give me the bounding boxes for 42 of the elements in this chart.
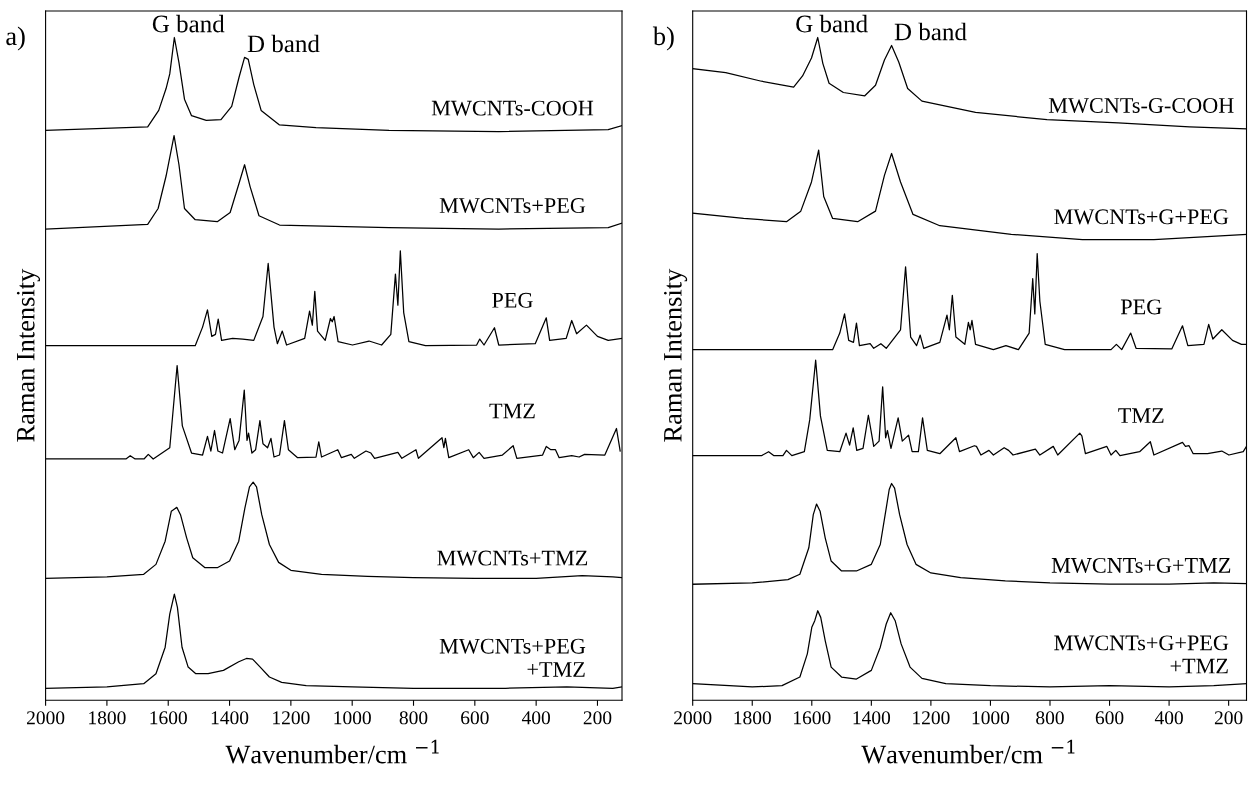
series-label: MWCNTs+G+PEG +TMZ [1054,635,1229,674]
x-tick-label: 1000 [972,711,1010,725]
x-tick-label: 1600 [150,711,187,725]
x-tick-label: 800 [399,711,428,725]
x-tick-label: 600 [1095,711,1124,725]
y-axis-title: Raman Intensity [16,268,41,442]
series-label: MWCNTs-COOH [431,100,594,116]
x-tick-label: 200 [1214,711,1243,725]
x-tick-label: 1800 [89,711,126,725]
series-label: MWCNTs-G-COOH [1048,97,1234,114]
series-label: TMZ [1118,408,1164,423]
x-tick-label: 2000 [27,711,65,725]
x-tick-label: 1400 [853,711,891,725]
series-label: PEG [1120,299,1162,315]
chart-title: b) [652,26,674,51]
series-label: TMZ [489,403,535,419]
x-tick-label: 200 [583,711,612,725]
x-tick-label: 1400 [211,711,249,725]
annotation: G band [152,14,225,33]
x-axis-title: Wavenumber/cm $^{−1}$ [225,739,439,764]
series-label: MWCNTs+PEG +TMZ [439,638,586,677]
y-axis-title: Raman Intensity [663,268,688,442]
x-axis-title: Wavenumber/cm $^{−1}$ [861,739,1075,764]
series-label: PEG [492,292,533,308]
series-label: MWCNTs+G+PEG [1054,209,1229,225]
x-tick-label: 1200 [913,711,950,725]
x-tick-label: 400 [521,711,550,725]
x-tick-label: 2000 [674,711,712,725]
chart-title: a) [6,26,25,51]
x-tick-label: 1600 [794,711,831,725]
x-tick-label: 400 [1154,711,1183,725]
x-tick-label: 800 [1036,711,1064,725]
annotation: D band [247,34,320,53]
annotation: G band [796,14,868,33]
series-label: MWCNTs+PEG [439,198,586,214]
x-tick-label: 1000 [334,711,371,725]
x-tick-label: 1200 [273,711,310,725]
x-tick-label: 600 [461,711,489,725]
x-tick-label: 1800 [734,711,771,725]
series-label: MWCNTs+TMZ [437,550,588,566]
series-label: MWCNTs+G+TMZ [1051,557,1231,573]
annotation: D band [894,22,967,41]
